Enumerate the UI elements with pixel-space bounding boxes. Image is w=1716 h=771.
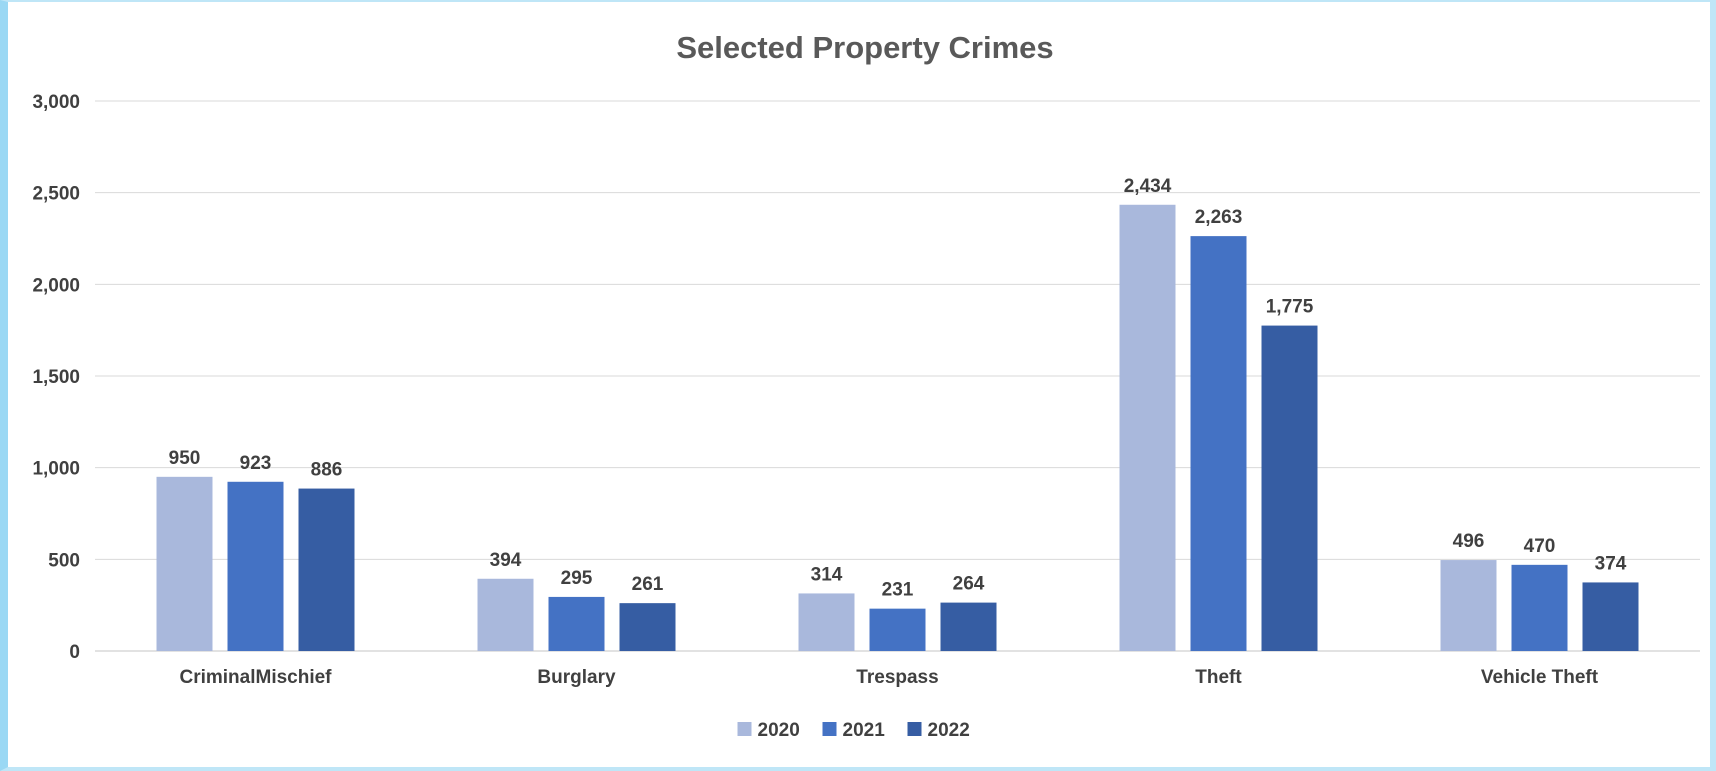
data-labels: 950 923 886 394 295 261 314 231 264 2,434 2,263 1,7… bbox=[169, 176, 1627, 601]
y-tick-label: 2,500 bbox=[32, 184, 80, 205]
data-label: 1,775 bbox=[1266, 297, 1314, 318]
y-axis: 0 500 1,000 1,500 2,000 2,500 3,000 bbox=[32, 92, 80, 663]
bar-2022-0 bbox=[298, 488, 355, 651]
bar-2020-1 bbox=[477, 578, 534, 651]
y-tick-label: 2,000 bbox=[32, 275, 80, 296]
bar-2021-3 bbox=[1190, 236, 1247, 651]
chart-title: Selected Property Crimes bbox=[676, 30, 1053, 65]
legend-label: 2021 bbox=[843, 720, 886, 741]
data-label: 496 bbox=[1453, 531, 1485, 552]
x-category-label: CriminalMischief bbox=[179, 667, 332, 688]
bar-2021-1 bbox=[548, 596, 605, 651]
bar-2020-0 bbox=[156, 476, 213, 651]
x-category-label: Trespass bbox=[856, 667, 938, 688]
bar-2020-2 bbox=[798, 593, 855, 651]
bar-2022-2 bbox=[940, 602, 997, 651]
data-label: 2,434 bbox=[1124, 176, 1172, 197]
data-label: 923 bbox=[240, 453, 272, 474]
bar-2020-3 bbox=[1119, 204, 1176, 651]
data-label: 2,263 bbox=[1195, 207, 1243, 228]
y-tick-label: 0 bbox=[69, 642, 80, 663]
bar-2021-0 bbox=[227, 481, 284, 651]
x-category-label: Vehicle Theft bbox=[1481, 667, 1599, 688]
y-tick-label: 3,000 bbox=[32, 92, 80, 113]
bar-2022-1 bbox=[619, 603, 676, 651]
x-category-label: Burglary bbox=[537, 667, 616, 688]
y-tick-label: 500 bbox=[48, 550, 80, 571]
data-label: 261 bbox=[632, 574, 664, 595]
legend-label: 2020 bbox=[758, 720, 800, 741]
data-label: 295 bbox=[561, 568, 593, 589]
data-label: 886 bbox=[311, 460, 343, 481]
y-tick-label: 1,000 bbox=[32, 459, 80, 480]
bar-2020-4 bbox=[1440, 560, 1497, 651]
bar-2022-4 bbox=[1582, 582, 1639, 651]
gridlines bbox=[95, 100, 1700, 652]
data-label: 950 bbox=[169, 448, 201, 469]
bar-2021-4 bbox=[1511, 564, 1568, 651]
y-tick-label: 1,500 bbox=[32, 367, 80, 388]
data-label: 264 bbox=[953, 574, 985, 595]
legend: 2020 2021 2022 bbox=[737, 720, 970, 741]
data-label: 374 bbox=[1595, 553, 1627, 574]
legend-swatch-2021 bbox=[822, 722, 837, 736]
x-axis: CriminalMischief Burglary Trespass Theft Veh… bbox=[179, 667, 1598, 688]
data-label: 394 bbox=[490, 550, 522, 571]
data-label: 314 bbox=[811, 564, 843, 585]
data-label: 231 bbox=[882, 580, 914, 601]
x-category-label: Theft bbox=[1195, 667, 1242, 688]
legend-label: 2022 bbox=[928, 720, 970, 741]
data-label: 470 bbox=[1524, 536, 1556, 557]
legend-swatch-2022 bbox=[907, 722, 922, 736]
bar-2022-3 bbox=[1261, 325, 1318, 651]
bar-2021-2 bbox=[869, 608, 926, 651]
legend-swatch-2020 bbox=[737, 722, 752, 736]
bars bbox=[156, 204, 1639, 651]
